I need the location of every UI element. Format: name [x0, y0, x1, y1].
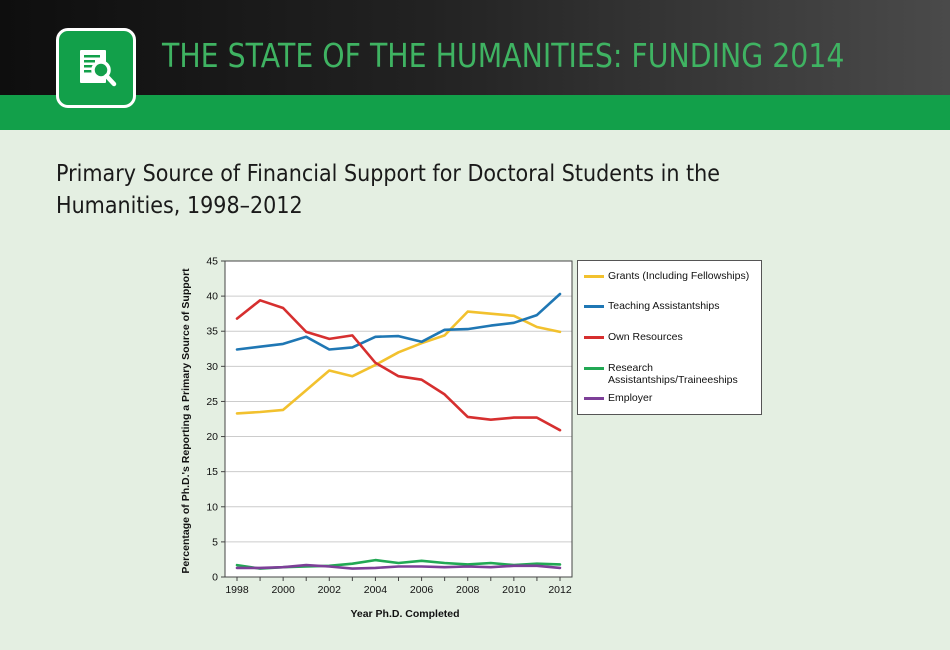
legend-item-research: Research Assistantships/Traineeships	[584, 362, 759, 386]
y-tick-label: 10	[206, 501, 218, 513]
document-magnifier-icon	[80, 50, 117, 87]
legend-swatch	[584, 367, 604, 370]
x-axis-label: Year Ph.D. Completed	[350, 608, 459, 620]
legend-label: Research Assistantships/Traineeships	[608, 362, 738, 386]
legend-swatch	[584, 275, 604, 278]
legend-swatch	[584, 397, 604, 400]
chart-title: Primary Source of Financial Support for …	[56, 161, 721, 219]
legend-label: Teaching Assistantships	[608, 300, 720, 312]
logo-badge	[56, 28, 136, 108]
x-axis-ticks: 1998 2000 2002 2004 2006 2008 2010 2012	[225, 577, 572, 596]
x-tick-label: 2004	[364, 584, 388, 596]
series-line-1	[235, 292, 562, 351]
x-tick-label: 2002	[318, 584, 342, 596]
y-tick-label: 25	[206, 396, 218, 408]
series-line-2	[235, 298, 562, 432]
y-axis-ticks: 0 5 10 15 20 25 30 35 40 45	[206, 256, 225, 584]
grid-lines	[225, 295, 572, 543]
x-tick-label: 1998	[225, 584, 249, 596]
y-axis-label: Percentage of Ph.D.'s Reporting a Primar…	[180, 268, 192, 574]
y-tick-label: 30	[206, 361, 218, 373]
chart-legend: Grants (Including Fellowships) Teaching …	[577, 260, 762, 415]
legend-item-own-resources: Own Resources	[584, 331, 759, 343]
header-bar	[0, 0, 950, 95]
x-tick-label: 2000	[271, 584, 295, 596]
y-tick-label: 5	[212, 536, 218, 548]
y-tick-label: 40	[206, 291, 218, 303]
legend-swatch	[584, 305, 604, 308]
y-tick-label: 0	[212, 572, 218, 584]
legend-label: Grants (Including Fellowships)	[608, 270, 750, 282]
legend-item-employer: Employer	[584, 392, 759, 404]
legend-label: Own Resources	[608, 331, 683, 343]
legend-item-grants: Grants (Including Fellowships)	[584, 270, 759, 282]
series-line-0	[235, 310, 562, 415]
app-title: THE STATE OF THE HUMANITIES: FUNDING 201…	[162, 36, 845, 75]
series-line-4	[235, 563, 562, 570]
legend-label: Employer	[608, 392, 653, 404]
plot-area	[225, 261, 572, 577]
header-band	[0, 95, 950, 130]
y-tick-label: 45	[206, 256, 218, 268]
legend-swatch	[584, 336, 604, 339]
x-tick-label: 2008	[456, 584, 480, 596]
x-tick-label: 2006	[410, 584, 434, 596]
y-tick-label: 20	[206, 431, 218, 443]
x-tick-label: 2010	[502, 584, 526, 596]
y-tick-label: 35	[206, 326, 218, 338]
x-tick-label: 2012	[548, 584, 572, 596]
y-tick-label: 15	[206, 466, 218, 478]
legend-item-teaching: Teaching Assistantships	[584, 300, 759, 312]
series-lines	[235, 292, 562, 570]
